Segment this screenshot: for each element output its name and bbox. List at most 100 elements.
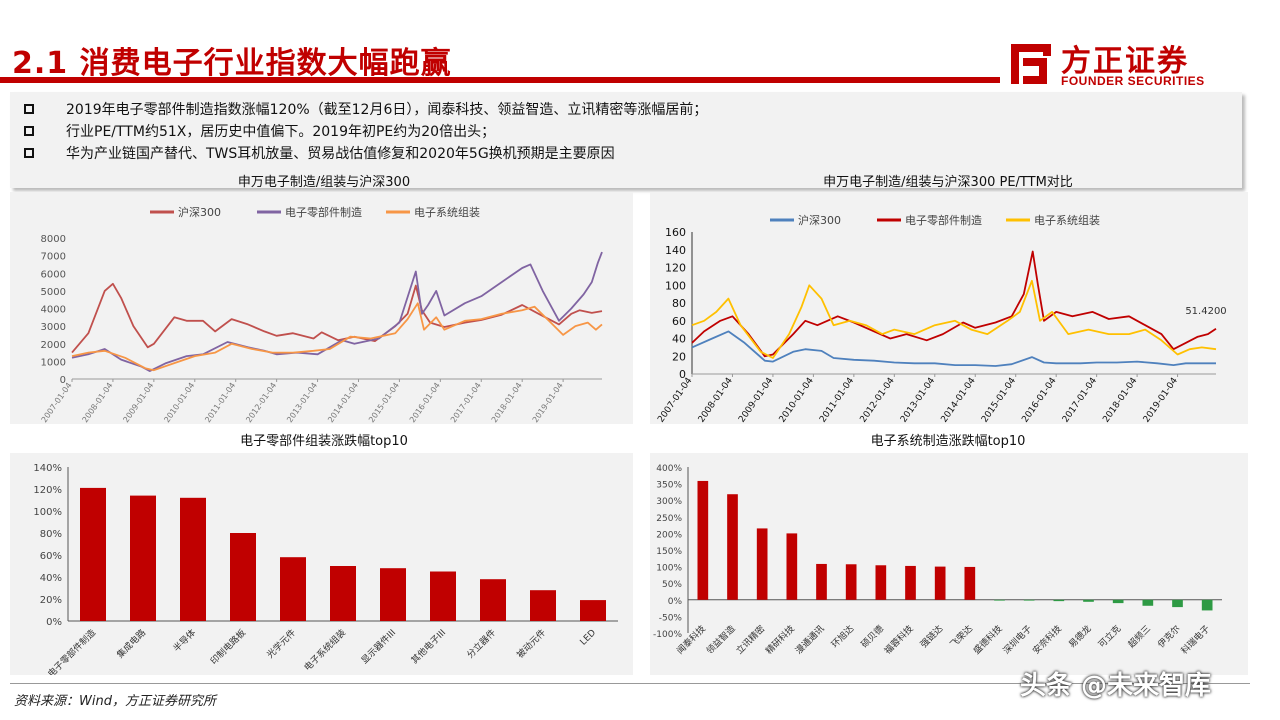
footer-rule: [10, 683, 1250, 684]
bullet-text: 2019年电子零部件制造指数涨幅120%（截至12月6日），闻泰科技、领益智造、…: [66, 102, 708, 118]
y-tick-label: 40%: [40, 573, 62, 584]
x-category-label: 电子零部件制造: [45, 627, 98, 675]
x-category-label: 深圳电子: [1000, 623, 1034, 657]
y-tick-label: 20: [672, 350, 686, 363]
series-line-2: [691, 279, 1217, 359]
x-category-label: 集成电路: [114, 627, 148, 661]
x-category-label: 其他电子III: [409, 627, 449, 667]
x-tick-label: 2018-01-04: [1101, 376, 1139, 424]
bar: [816, 563, 827, 600]
bar: [875, 565, 887, 600]
y-tick-label: 400%: [656, 464, 682, 474]
x-tick-label: 2007-01-04: [656, 376, 694, 424]
legend-label: 电子零部件制造: [285, 205, 362, 219]
y-tick-label: 100: [665, 279, 686, 292]
bar: [430, 571, 456, 621]
x-tick-label: 2016-01-04: [408, 381, 442, 424]
y-tick-label: 1000: [41, 357, 66, 368]
bar: [230, 533, 256, 621]
y-tick-label: 0: [679, 368, 686, 381]
x-tick-label: 2017-01-04: [449, 381, 483, 424]
x-category-label: 显示器件III: [359, 627, 399, 667]
y-tick-label: 80: [672, 297, 686, 310]
x-category-label: 电子系统组装: [301, 627, 348, 674]
y-tick-label: 80%: [40, 529, 62, 540]
bar: [994, 599, 1005, 601]
x-category-label: 超频三: [1125, 623, 1153, 651]
series-line-1: [691, 250, 1217, 358]
logo-en-text: FOUNDER SECURITIES: [1061, 74, 1205, 88]
y-tick-label: 100%: [33, 507, 62, 518]
bar: [80, 487, 106, 621]
bullet-square-icon: [24, 126, 34, 136]
x-category-label: 分立器件: [464, 627, 498, 661]
y-tick-label: 2000: [41, 340, 66, 351]
y-tick-label: -100%: [653, 630, 682, 640]
bar: [756, 528, 768, 600]
x-category-label: 领益智造: [704, 623, 738, 657]
y-tick-label: 0%: [668, 597, 683, 607]
y-tick-label: 250%: [656, 514, 682, 524]
x-tick-label: 2010-01-04: [778, 376, 816, 424]
bullet-square-icon: [24, 148, 34, 158]
x-category-label: 安奈科技: [1030, 623, 1064, 657]
x-tick-label: 2019-01-04: [531, 381, 565, 424]
logo-mark-icon: [1011, 44, 1051, 84]
series-line-0: [691, 330, 1216, 367]
bullet-item: 行业PE/TTM约51X，居历史中值偏下。2019年初PE约为20倍出头；: [24, 120, 1242, 142]
x-category-label: 硕贝德: [858, 623, 886, 651]
x-category-label: LED: [579, 628, 599, 648]
series-line-2: [71, 302, 603, 372]
chart2-title: 申万电子制造/组装与沪深300 PE/TTM对比: [823, 175, 1073, 190]
title-rule: [0, 77, 1000, 83]
x-tick-label: 2012-01-04: [244, 381, 278, 424]
legend-label: 电子系统组装: [414, 205, 480, 219]
x-tick-label: 2012-01-04: [859, 376, 897, 424]
source-note: 资料来源：Wind，方正证券研究所: [14, 694, 216, 709]
y-tick-label: 4000: [41, 305, 66, 316]
x-category-label: 漫通通讯: [793, 623, 827, 657]
x-tick-label: 2013-01-04: [899, 376, 937, 424]
y-tick-label: 140%: [33, 463, 62, 474]
bullet-square-icon: [24, 104, 34, 114]
y-tick-label: 160: [665, 226, 686, 239]
y-tick-label: 60%: [40, 551, 62, 562]
y-tick-label: 60: [672, 315, 686, 328]
y-tick-label: 50%: [662, 580, 682, 590]
y-tick-label: 40: [672, 333, 686, 346]
y-tick-label: 5000: [41, 287, 66, 298]
x-tick-label: 2016-01-04: [1020, 376, 1058, 424]
series-line-0: [71, 282, 603, 354]
chart4-title: 电子系统制造涨跌幅top10: [870, 434, 1026, 449]
bar: [727, 494, 738, 600]
y-tick-label: 8000: [41, 234, 66, 245]
x-category-label: 福蓉科技: [882, 623, 916, 657]
x-tick-label: 2011-01-04: [203, 381, 237, 424]
chart1-panel: 0 1000 2000 3000 4000 5000 6000 7000 8000 2007-01…: [10, 192, 633, 424]
x-category-label: 伊克尔: [1155, 623, 1183, 651]
x-category-label: 强链达: [918, 623, 946, 651]
x-category-label: 盛德科技: [971, 623, 1005, 657]
y-tick-label: 0: [60, 375, 66, 386]
bar: [786, 533, 798, 600]
component-bar-chart: 0% 20% 40% 60% 80% 100% 120% 140% 电子零部件制造 集成电路 半导体…: [33, 463, 618, 675]
bar: [1112, 599, 1124, 604]
y-tick-label: 120: [665, 262, 686, 275]
y-tick-label: 20%: [40, 595, 62, 606]
y-tick-label: 200%: [656, 530, 682, 540]
page-title: 2.1 消费电子行业指数大幅跑赢: [12, 46, 452, 81]
logo-cn-text: 方正证券: [1061, 44, 1189, 79]
x-tick-label: 2019-01-04: [1142, 376, 1180, 424]
bullet-item: 华为产业链国产替代、TWS耳机放量、贸易战估值修复和2020年5G换机预期是主要…: [24, 142, 1242, 164]
bar: [1172, 599, 1183, 608]
x-tick-label: 2009-01-04: [121, 381, 155, 424]
bar: [330, 566, 356, 621]
legend-label: 电子系统组装: [1034, 213, 1100, 227]
x-category-label: 精研科技: [763, 623, 797, 657]
x-category-label: 可立克: [1096, 623, 1124, 651]
y-tick-label: 3000: [41, 322, 66, 333]
bar: [1142, 599, 1154, 606]
bar: [530, 590, 556, 621]
legend-label: 沪深300: [178, 205, 221, 219]
summary-box: 2019年电子零部件制造指数涨幅120%（截至12月6日），闻泰科技、领益智造、…: [10, 92, 1242, 188]
